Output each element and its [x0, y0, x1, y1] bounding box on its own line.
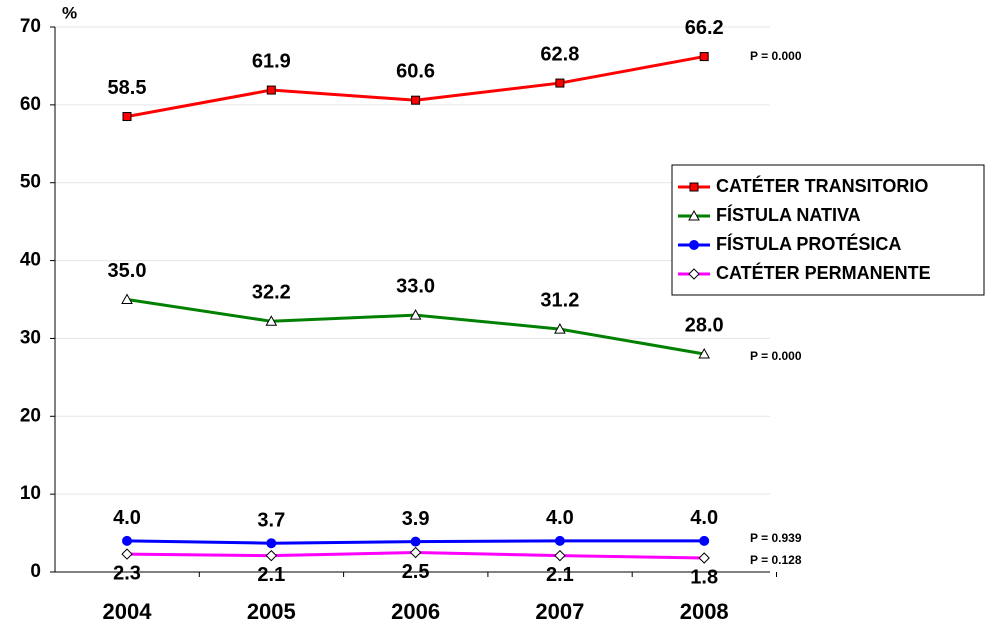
value-label: 4.0 [690, 507, 718, 529]
marker [689, 240, 699, 250]
y-tick-label: 20 [20, 405, 41, 426]
y-axis-label: % [62, 3, 77, 22]
value-label: 2.3 [113, 562, 141, 584]
value-label: 4.0 [546, 507, 574, 529]
value-label: 31.2 [540, 289, 579, 311]
marker [265, 315, 278, 326]
value-label: 33.0 [396, 275, 435, 297]
marker [265, 549, 278, 562]
marker [121, 293, 133, 304]
p-value: P = 0.939 [750, 531, 802, 545]
x-tick-label: 2004 [103, 599, 153, 624]
value-label: 61.9 [252, 50, 291, 72]
marker [554, 323, 566, 334]
value-label: 66.2 [685, 17, 724, 39]
marker [554, 549, 566, 562]
y-tick-label: 10 [20, 483, 41, 504]
y-tick-label: 40 [20, 250, 41, 271]
value-label: 4.0 [113, 507, 141, 529]
value-label: 62.8 [540, 43, 579, 65]
marker [698, 347, 711, 359]
legend: CATÉTER TRANSITORIO FÍSTULA NATIVA FÍSTULA… [671, 164, 985, 296]
value-label: 2.1 [257, 564, 285, 586]
value-label: 2.1 [546, 564, 574, 586]
marker [122, 535, 132, 546]
marker [555, 78, 565, 88]
marker [266, 538, 277, 549]
value-label: 35.0 [108, 260, 147, 282]
marker [409, 309, 422, 320]
marker [554, 535, 565, 546]
marker [121, 548, 133, 560]
legend-label: CATÉTER PERMANENTE [716, 262, 931, 283]
y-tick-label: 0 [30, 561, 41, 582]
y-tick-label: 50 [20, 172, 41, 193]
legend-label: CATÉTER TRANSITORIO [716, 175, 928, 196]
p-value: P = 0.000 [750, 349, 802, 363]
marker [688, 209, 700, 221]
x-tick-label: 2008 [680, 599, 729, 624]
x-tick-label: 2005 [247, 599, 296, 624]
value-label: 3.7 [257, 509, 285, 531]
marker [410, 536, 421, 547]
marker [688, 268, 700, 280]
y-tick-label: 70 [20, 16, 41, 37]
marker [266, 85, 276, 95]
value-label: 1.8 [690, 566, 718, 588]
marker [409, 546, 422, 559]
x-tick-label: 2007 [535, 599, 584, 624]
marker [411, 95, 421, 105]
y-tick-label: 60 [20, 94, 41, 115]
y-tick-label: 30 [20, 327, 41, 348]
legend-label: FÍSTULA NATIVA [716, 204, 861, 225]
value-label: 60.6 [396, 60, 435, 82]
value-label: 32.2 [252, 282, 291, 304]
value-label: 28.0 [685, 314, 724, 336]
value-label: 58.5 [108, 77, 147, 99]
marker [699, 535, 710, 546]
marker [699, 52, 709, 62]
legend-box [671, 164, 985, 296]
x-tick-label: 2006 [391, 599, 440, 624]
marker [689, 182, 699, 192]
value-label: 2.5 [402, 561, 430, 583]
marker [698, 552, 710, 564]
value-label: 3.9 [402, 508, 430, 530]
legend-label: FÍSTULA PROTÉSICA [716, 233, 901, 254]
p-value: P = 0.128 [750, 553, 802, 567]
series-line [126, 298, 705, 356]
marker [122, 112, 132, 122]
p-value: P = 0.000 [750, 49, 802, 63]
